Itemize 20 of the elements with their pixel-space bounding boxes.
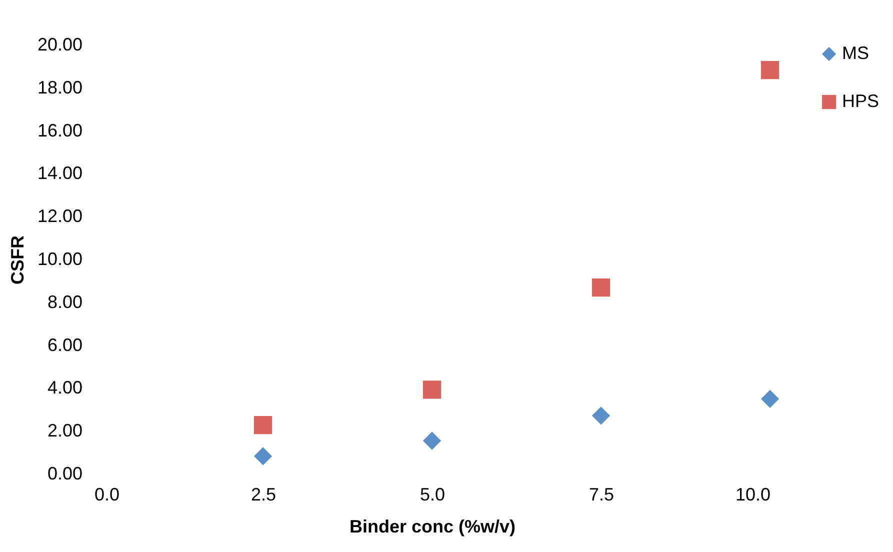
y-tick-label: 8.00 <box>47 292 82 312</box>
y-tick-label: 6.00 <box>47 334 82 355</box>
x-tick-label: 10.0 <box>735 484 770 504</box>
x-tick-label: 0.0 <box>94 484 120 504</box>
x-tick-label: 7.5 <box>588 484 614 504</box>
y-tick-label: 10.00 <box>37 249 82 269</box>
y-tick-label: 2.00 <box>47 420 82 441</box>
y-tick-label: 12.00 <box>37 206 82 226</box>
y-tick-label: 16.00 <box>37 120 82 140</box>
x-tick-label: 2.5 <box>250 484 276 504</box>
y-tick-label: 4.00 <box>47 378 82 398</box>
y-tick-label: 14.00 <box>37 163 82 184</box>
y-tick-label: 0.00 <box>47 464 82 484</box>
legend-label: MS <box>842 43 869 63</box>
legend-label: HPS <box>842 91 880 111</box>
y-axis-title: CSFR <box>7 236 28 284</box>
y-tick-label: 18.00 <box>37 77 82 98</box>
x-tick-label: 5.0 <box>420 484 446 504</box>
y-tick-label: 20.00 <box>37 34 82 54</box>
x-axis-title: Binder conc (%w/v) <box>349 516 516 536</box>
